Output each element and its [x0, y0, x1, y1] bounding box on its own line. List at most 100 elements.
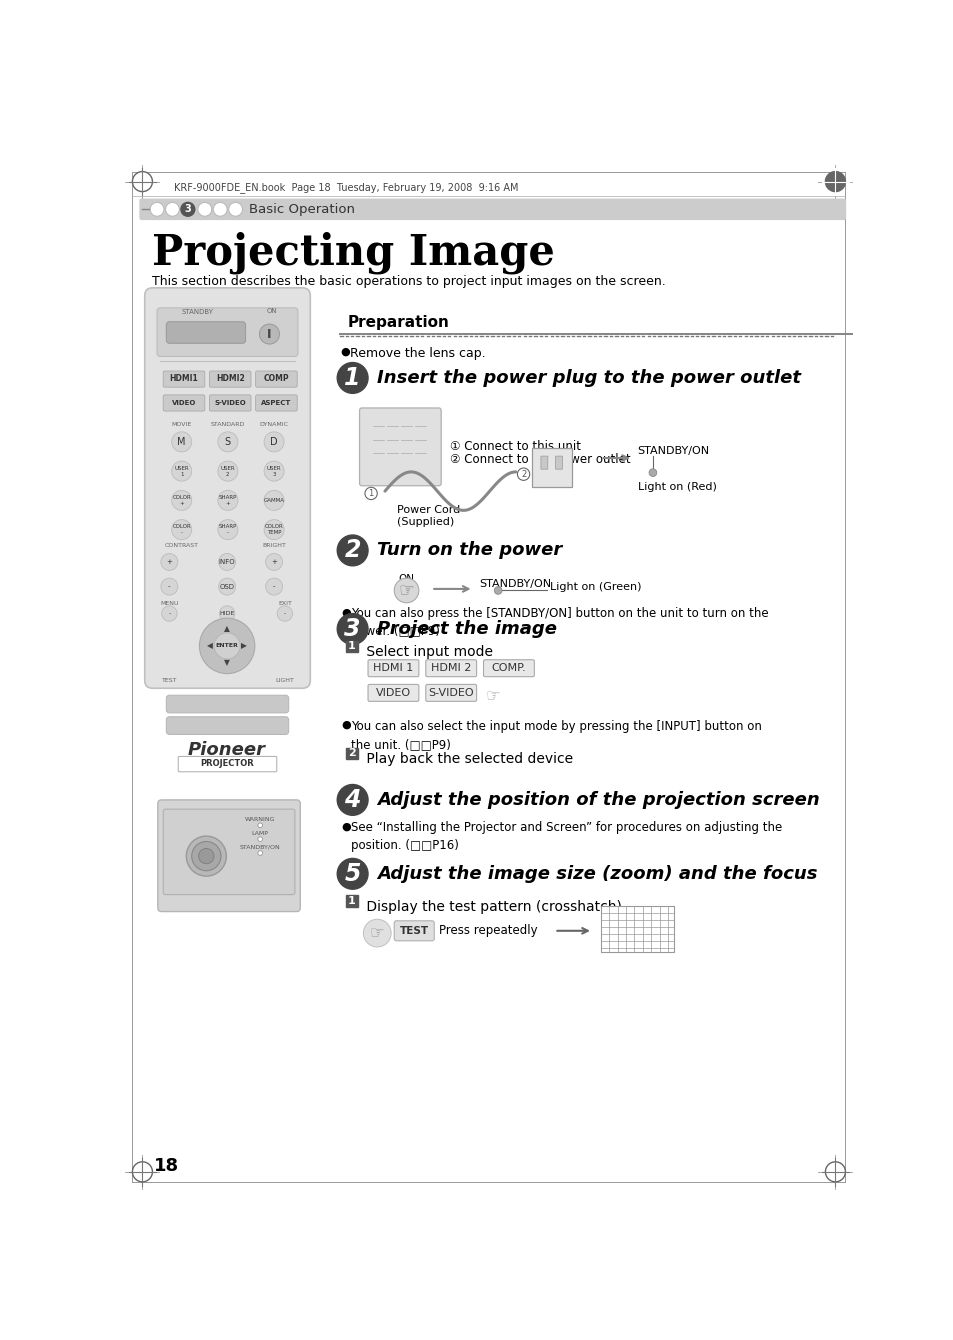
FancyBboxPatch shape [394, 921, 434, 941]
Text: 1: 1 [348, 895, 355, 906]
Circle shape [161, 553, 177, 571]
Text: STANDBY/ON: STANDBY/ON [637, 446, 709, 457]
Text: MOVIE: MOVIE [172, 422, 192, 427]
Circle shape [648, 469, 656, 477]
Text: PROJECTOR: PROJECTOR [200, 760, 253, 768]
Circle shape [229, 202, 242, 216]
Text: CONTRAST: CONTRAST [165, 543, 198, 548]
Text: STANDBY/ON: STANDBY/ON [239, 844, 280, 850]
FancyBboxPatch shape [166, 695, 289, 713]
Text: 4: 4 [344, 788, 360, 812]
Circle shape [218, 578, 235, 595]
Circle shape [336, 784, 368, 815]
Text: Turn on the power: Turn on the power [376, 541, 562, 559]
Circle shape [197, 202, 212, 216]
Text: You can also select the input mode by pressing the [INPUT] button on
the unit. (: You can also select the input mode by pr… [351, 720, 761, 750]
FancyBboxPatch shape [368, 685, 418, 701]
Text: ☞: ☞ [485, 687, 499, 706]
Circle shape [217, 431, 237, 452]
Bar [600, 906, 673, 953]
Circle shape [181, 202, 194, 216]
FancyBboxPatch shape [163, 371, 205, 387]
Text: VIDEO: VIDEO [375, 687, 411, 698]
Text: COLOR
+: COLOR + [172, 494, 191, 505]
Text: -: - [273, 584, 275, 590]
Circle shape [257, 838, 262, 842]
Text: MENU: MENU [160, 602, 178, 606]
Text: ① Connect to this unit: ① Connect to this unit [450, 440, 580, 453]
Text: ◀: ◀ [207, 642, 213, 650]
Text: S: S [225, 437, 231, 446]
FancyBboxPatch shape [163, 395, 205, 411]
Circle shape [219, 606, 234, 622]
Circle shape [161, 578, 177, 595]
Text: 5: 5 [344, 862, 360, 886]
Circle shape [394, 578, 418, 603]
Text: 1: 1 [344, 366, 360, 390]
FancyBboxPatch shape [346, 748, 357, 758]
FancyBboxPatch shape [210, 395, 251, 411]
Circle shape [161, 606, 177, 622]
FancyBboxPatch shape [425, 685, 476, 701]
Text: ▶: ▶ [241, 642, 247, 650]
FancyBboxPatch shape [425, 659, 476, 677]
Circle shape [363, 919, 391, 947]
Text: BRIGHT: BRIGHT [262, 543, 286, 548]
Text: ●: ● [341, 821, 352, 831]
FancyBboxPatch shape [166, 322, 245, 343]
FancyBboxPatch shape [139, 198, 845, 220]
Text: ASPECT: ASPECT [261, 399, 292, 406]
Circle shape [218, 553, 235, 571]
Text: -: - [168, 584, 171, 590]
Text: Light on (Green): Light on (Green) [549, 582, 640, 591]
Text: HDMI2: HDMI2 [215, 374, 244, 383]
Text: Remove the lens cap.: Remove the lens cap. [349, 347, 485, 360]
Circle shape [264, 520, 284, 540]
Circle shape [213, 632, 240, 659]
Text: Press repeatedly: Press repeatedly [438, 925, 537, 937]
FancyBboxPatch shape [178, 756, 276, 772]
Text: OSD: OSD [219, 584, 234, 590]
Circle shape [259, 324, 279, 344]
FancyBboxPatch shape [255, 395, 297, 411]
Text: INFO: INFO [218, 559, 235, 565]
Circle shape [264, 461, 284, 481]
Circle shape [217, 461, 237, 481]
Text: S-VIDEO: S-VIDEO [214, 399, 246, 406]
Circle shape [265, 578, 282, 595]
Text: SHARP
+: SHARP + [218, 494, 237, 505]
Text: HDMI 2: HDMI 2 [431, 663, 471, 673]
Text: 2: 2 [520, 470, 526, 478]
Text: I: I [267, 327, 272, 340]
Text: +: + [271, 559, 276, 565]
Text: ▼: ▼ [224, 658, 230, 667]
Circle shape [186, 836, 226, 876]
Text: Project the image: Project the image [376, 619, 557, 638]
Text: 2: 2 [348, 748, 355, 758]
FancyBboxPatch shape [145, 288, 310, 689]
FancyBboxPatch shape [255, 371, 297, 387]
Text: COLOR
TEMP: COLOR TEMP [264, 524, 283, 535]
Circle shape [132, 172, 152, 192]
Text: LIGHT: LIGHT [275, 678, 294, 683]
Text: STANDBY/ON: STANDBY/ON [478, 579, 551, 588]
Text: HDMI 1: HDMI 1 [373, 663, 414, 673]
Circle shape [192, 842, 221, 871]
FancyBboxPatch shape [163, 809, 294, 895]
FancyBboxPatch shape [210, 371, 251, 387]
Text: Display the test pattern (crosshatch): Display the test pattern (crosshatch) [361, 900, 621, 914]
Text: USER
2: USER 2 [220, 466, 235, 477]
Text: See “Installing the Projector and Screen” for procedures on adjusting the
positi: See “Installing the Projector and Screen… [351, 821, 781, 852]
Text: Light on (Red): Light on (Red) [637, 482, 716, 492]
Text: S-VIDEO: S-VIDEO [428, 687, 474, 698]
Bar [338, 334, 852, 335]
Circle shape [217, 490, 237, 511]
FancyBboxPatch shape [346, 641, 357, 653]
FancyBboxPatch shape [166, 717, 289, 734]
Text: COMP.: COMP. [491, 663, 526, 673]
FancyBboxPatch shape [540, 456, 547, 469]
Text: USER
1: USER 1 [174, 466, 189, 477]
FancyBboxPatch shape [483, 659, 534, 677]
Text: Pioneer: Pioneer [188, 741, 266, 758]
Text: VIDEO: VIDEO [172, 399, 196, 406]
